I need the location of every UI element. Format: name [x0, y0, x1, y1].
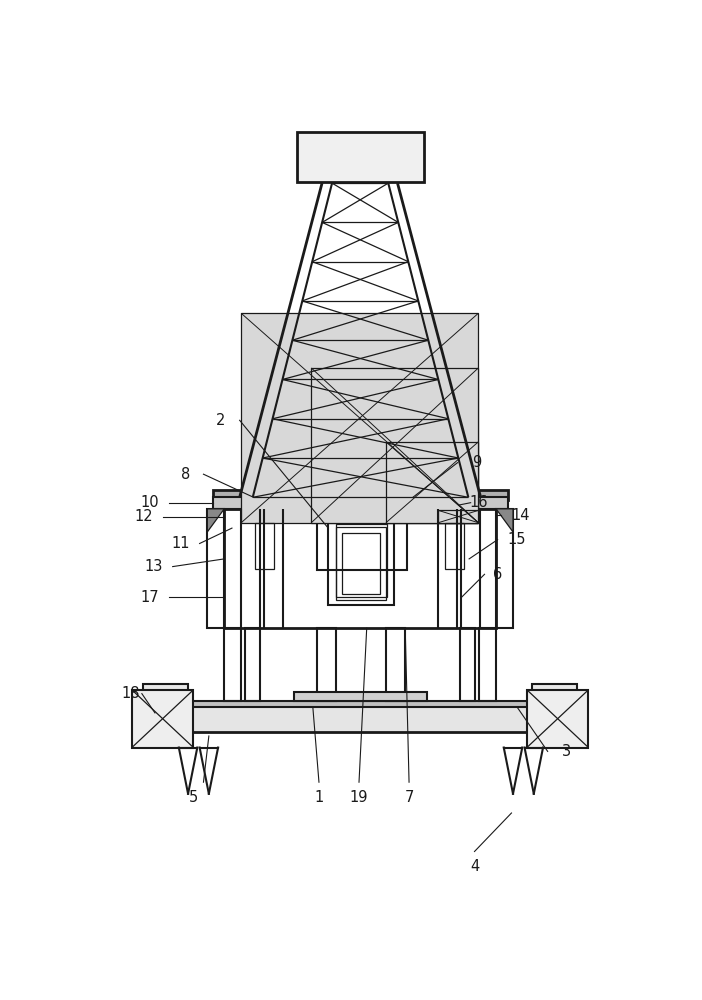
Text: 1: 1: [314, 790, 324, 805]
Bar: [245, 628, 260, 701]
Bar: [241, 313, 478, 523]
Bar: [460, 628, 475, 701]
Polygon shape: [496, 509, 513, 532]
Bar: [532, 684, 577, 705]
Text: 19: 19: [350, 790, 369, 805]
Text: 9: 9: [472, 455, 482, 470]
Text: 8: 8: [181, 467, 190, 482]
Bar: [317, 509, 406, 570]
Text: 5: 5: [189, 790, 198, 805]
Text: 3: 3: [562, 744, 571, 759]
Bar: [496, 509, 513, 628]
Text: 6: 6: [493, 567, 502, 582]
Bar: [213, 497, 508, 509]
Text: 18: 18: [121, 686, 140, 701]
Text: 4: 4: [470, 859, 479, 874]
Bar: [224, 628, 241, 701]
Bar: [386, 628, 405, 701]
Polygon shape: [207, 509, 224, 532]
Bar: [140, 701, 581, 707]
Bar: [438, 510, 478, 523]
Text: 7: 7: [404, 790, 413, 805]
Bar: [386, 442, 478, 523]
Text: 12: 12: [134, 509, 153, 524]
Text: 11: 11: [171, 536, 190, 551]
Bar: [132, 690, 194, 748]
Bar: [336, 524, 387, 597]
Bar: [207, 509, 224, 628]
Bar: [445, 523, 465, 569]
Bar: [298, 132, 425, 182]
Text: 10: 10: [140, 495, 159, 510]
Bar: [311, 368, 478, 523]
Bar: [224, 509, 496, 628]
Bar: [479, 628, 496, 701]
Bar: [293, 692, 427, 701]
Bar: [317, 628, 336, 701]
Text: 16: 16: [469, 495, 488, 510]
Bar: [140, 705, 581, 732]
Bar: [342, 533, 380, 594]
Bar: [143, 684, 188, 705]
Text: 14: 14: [512, 508, 530, 523]
Text: 15: 15: [508, 532, 526, 547]
Bar: [527, 690, 588, 748]
Bar: [336, 527, 386, 600]
Text: 2: 2: [216, 413, 225, 428]
Text: 13: 13: [144, 559, 163, 574]
Bar: [255, 523, 274, 569]
Bar: [329, 517, 395, 605]
Text: 17: 17: [140, 590, 159, 605]
Bar: [213, 490, 508, 500]
